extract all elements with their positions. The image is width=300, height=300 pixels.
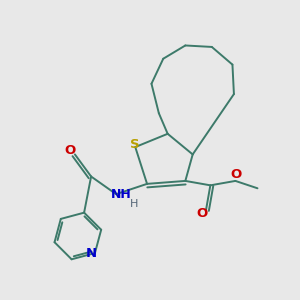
Text: O: O xyxy=(64,144,75,158)
Text: O: O xyxy=(197,207,208,220)
Text: NH: NH xyxy=(111,188,132,201)
Text: H: H xyxy=(130,199,139,208)
Text: N: N xyxy=(86,247,97,260)
Text: O: O xyxy=(230,168,242,181)
Text: S: S xyxy=(130,138,140,151)
